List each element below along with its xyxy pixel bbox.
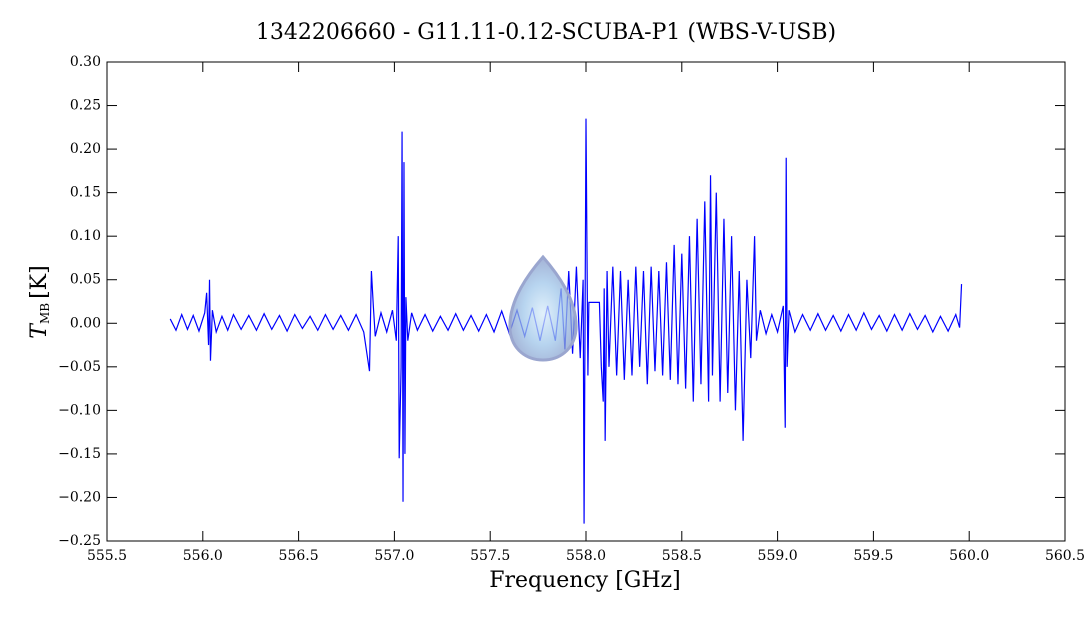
x-axis-label: Frequency [GHz]	[489, 568, 681, 593]
x-tick-label: 558.0	[566, 548, 606, 564]
watermark	[508, 254, 578, 362]
x-tick-label: 557.5	[470, 548, 510, 564]
spectrum-line	[169, 118, 963, 524]
y-label-subscript: MB	[38, 303, 52, 324]
y-tick-label: −0.20	[58, 489, 101, 505]
y-tick-label: −0.25	[58, 533, 101, 549]
x-tick-label: 559.0	[758, 548, 798, 564]
y-tick-label: 0.20	[70, 141, 101, 157]
x-tick-label: 558.5	[662, 548, 702, 564]
plot-area	[169, 118, 963, 524]
y-tick-label: 0.05	[70, 272, 101, 288]
y-label-symbol: T	[27, 322, 52, 339]
x-tick-label: 556.5	[279, 548, 319, 564]
y-tick-label: −0.10	[58, 402, 101, 418]
y-tick-label: 0.00	[70, 315, 101, 331]
y-tick-label: 0.10	[70, 228, 101, 244]
x-tick-label: 556.0	[183, 548, 223, 564]
x-tick-label: 555.5	[87, 548, 127, 564]
y-tick-label: 0.15	[70, 185, 101, 201]
y-label-unit: [K]	[27, 265, 52, 299]
y-tick-label: −0.15	[58, 446, 101, 462]
x-tick-label: 560.5	[1045, 548, 1085, 564]
x-tick-label: 559.5	[853, 548, 893, 564]
y-tick-label: 0.30	[70, 54, 101, 70]
y-tick-label: 0.25	[70, 98, 101, 114]
x-tick-label: 560.0	[949, 548, 989, 564]
chart-title: 1342206660 - G11.11-0.12-SCUBA-P1 (WBS-V…	[256, 20, 836, 45]
y-axis-label: TMB [K]	[27, 265, 52, 338]
y-tick-label: −0.05	[58, 359, 101, 375]
x-tick-label: 557.0	[374, 548, 414, 564]
